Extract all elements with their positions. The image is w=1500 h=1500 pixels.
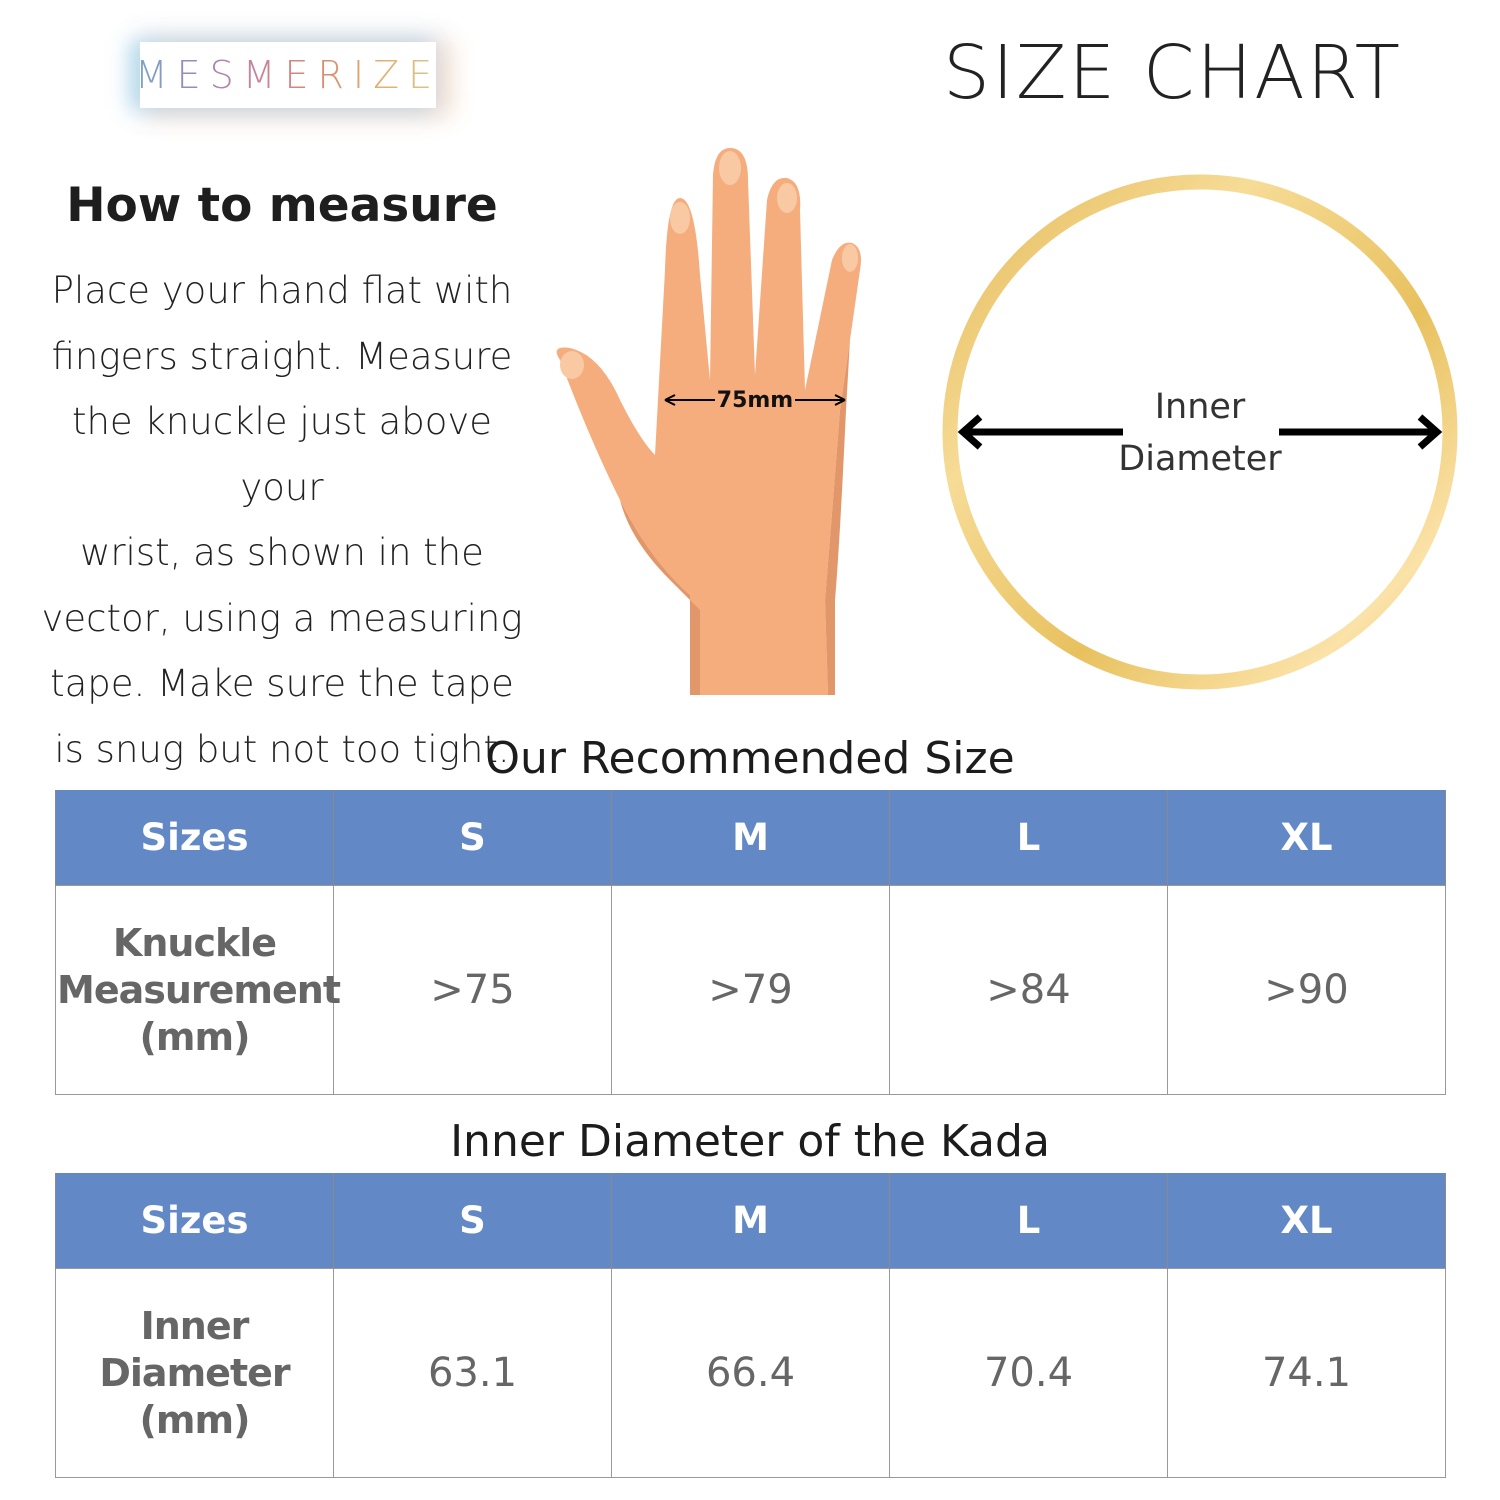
instruction-line: fingers straight. Measure xyxy=(51,334,513,378)
how-to-measure-title: How to measure xyxy=(66,178,498,233)
instruction-line: the knuckle just above your xyxy=(71,400,493,509)
logo-text: MESMERIZE xyxy=(134,53,442,97)
table-row: Knuckle Measurement (mm) >75 >79 >84 >90 xyxy=(55,885,1446,1095)
row-label-line: (mm) xyxy=(139,1014,251,1059)
header-cell: XL xyxy=(1167,790,1446,886)
ring-outline xyxy=(942,174,1458,690)
kada-diameter-table: Sizes S M L XL Inner Diameter (mm) 63.1 … xyxy=(55,1173,1446,1478)
header-cell: Sizes xyxy=(55,790,334,886)
header-cell: Sizes xyxy=(55,1173,334,1269)
recommended-size-table: Sizes S M L XL Knuckle Measurement (mm) … xyxy=(55,790,1446,1095)
header-cell: L xyxy=(889,790,1168,886)
instruction-line: tape. Make sure the tape xyxy=(50,662,514,705)
value-cell: 74.1 xyxy=(1167,1268,1446,1478)
row-label: Inner Diameter (mm) xyxy=(55,1268,334,1478)
value-cell: >79 xyxy=(611,885,890,1095)
instruction-line: is snug but not too tight. xyxy=(54,727,510,771)
value-cell: >84 xyxy=(889,885,1168,1095)
header-cell: L xyxy=(889,1173,1168,1269)
row-label-line: Inner xyxy=(140,1303,250,1348)
header-cell: M xyxy=(611,790,890,886)
instruction-line: Place your hand flat with xyxy=(51,269,513,312)
instruction-line: wrist, as shown in the xyxy=(80,531,484,574)
value-cell: 66.4 xyxy=(611,1268,890,1478)
table-row: Inner Diameter (mm) 63.1 66.4 70.4 74.1 xyxy=(55,1268,1446,1478)
brand-logo: MESMERIZE xyxy=(135,42,436,108)
row-label-line: Diameter xyxy=(99,1350,290,1395)
ring-diagram: Inner Diameter xyxy=(942,174,1458,690)
row-label-line: (mm) xyxy=(139,1397,251,1442)
row-label-line: Knuckle xyxy=(112,920,277,965)
recommended-size-title: Our Recommended Size xyxy=(485,733,1015,784)
header-cell: XL xyxy=(1167,1173,1446,1269)
kada-diameter-title: Inner Diameter of the Kada xyxy=(450,1116,1050,1167)
ring-label-line2: Diameter xyxy=(1118,439,1282,479)
row-label: Knuckle Measurement (mm) xyxy=(55,885,341,1095)
value-cell: 70.4 xyxy=(889,1268,1168,1478)
value-cell: >90 xyxy=(1167,885,1446,1095)
instruction-line: vector, using a measuring xyxy=(41,596,523,640)
table-header-row: Sizes S M L XL xyxy=(55,1173,1446,1269)
value-cell: >75 xyxy=(333,885,612,1095)
header-cell: S xyxy=(333,790,612,886)
header-cell: S xyxy=(333,1173,612,1269)
value-cell: 63.1 xyxy=(333,1268,612,1478)
page-title: SIZE CHART xyxy=(943,30,1402,116)
header-cell: M xyxy=(611,1173,890,1269)
hand-measure-label: 75mm xyxy=(717,388,793,413)
table-header-row: Sizes S M L XL xyxy=(55,790,1446,886)
how-to-measure-text: Place your hand flat with fingers straig… xyxy=(30,258,534,782)
ring-label-line1: Inner xyxy=(1155,387,1246,427)
row-label-line: Measurement xyxy=(57,967,341,1012)
hand-illustration: 75mm xyxy=(556,148,861,695)
